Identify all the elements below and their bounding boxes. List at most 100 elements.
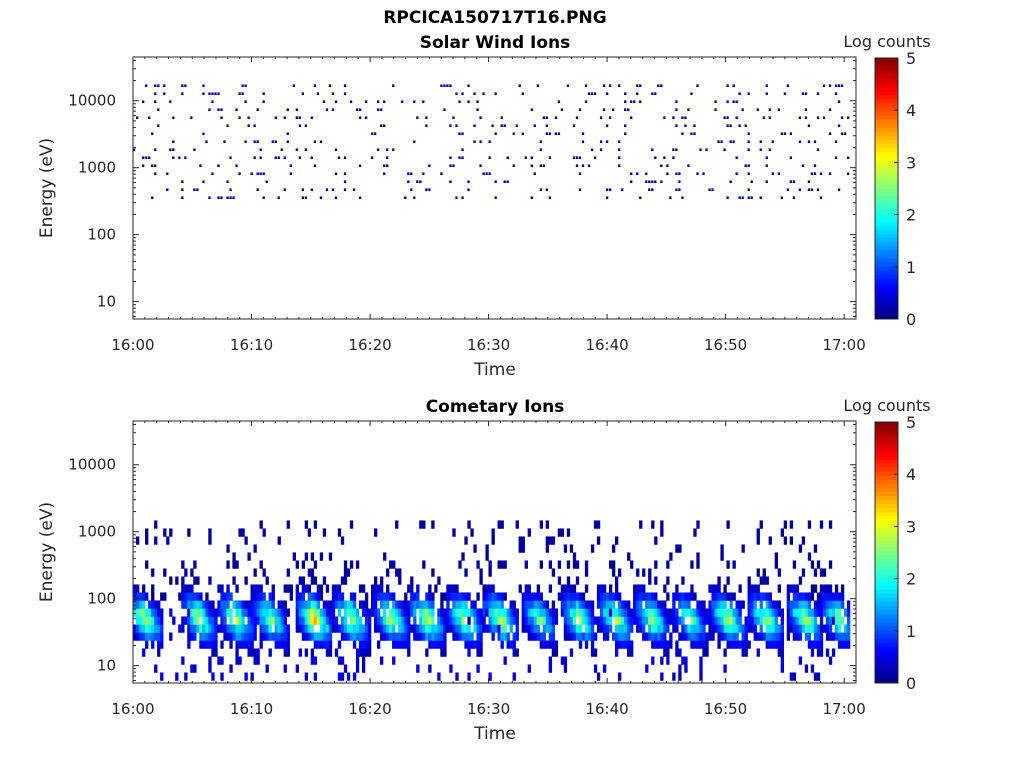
spectrogram-cell [807,188,811,192]
spectrogram-cell [151,568,155,577]
spectrogram-cell [681,608,685,617]
spectrogram-cell [392,608,396,617]
spectrogram-cell [145,536,149,545]
spectrogram-cell [813,568,818,577]
spectrogram-cell [720,552,724,561]
spectrogram-cell [467,616,471,625]
colorbar-segment [875,314,898,320]
spectrogram-cell [813,632,818,641]
spectrogram-cell [693,132,696,136]
spectrogram-cell [304,148,308,152]
spectrogram-cell [286,140,289,144]
spectrogram-cell [578,624,583,633]
spectrogram-cell [708,616,712,625]
colorbar-segment [875,159,898,165]
spectrogram-cell [295,624,299,633]
spectrogram-cell [521,600,525,609]
spectrogram-cell [220,656,224,665]
spectrogram-cell [295,608,299,617]
spectrogram-cell [593,520,598,529]
colorbar-segment [875,666,898,672]
spectrogram-cell [599,116,603,120]
spectrogram-cell [822,624,827,633]
spectrogram-cell [190,584,194,593]
spectrogram-cell [410,584,414,593]
spectrogram-cell [374,624,378,633]
spectrogram-cell [654,616,658,625]
spectrogram-cell [142,592,146,601]
spectrogram-cell [756,608,760,617]
spectrogram-cell [334,592,339,601]
spectrogram-cell [777,608,781,617]
spectrogram-cell [133,632,137,641]
spectrogram-cell [425,592,429,601]
spectrogram-cell [639,196,642,200]
colorbar-segment [875,245,898,251]
spectrogram-cell [461,616,465,625]
spectrogram-cell [527,592,531,601]
spectrogram-cell [657,600,661,609]
spectrogram-cell [455,672,459,681]
spectrogram-cell [747,616,751,625]
spectrogram-cell [636,172,639,176]
spectrogram-cell [298,616,302,625]
spectrogram-cell [759,148,762,152]
spectrogram-cell [136,616,140,625]
spectrogram-cell [816,640,821,649]
spectrogram-cell [651,632,655,641]
spectrogram-cell [690,592,694,601]
spectrogram-cell [678,600,682,609]
spectrogram-cell [660,632,664,641]
spectrogram-cell [804,116,808,120]
spectrogram-cell [699,608,703,617]
spectrogram-cell [663,632,667,641]
spectrogram-cell [720,608,724,617]
spectrogram-cell [283,584,287,593]
spectrogram-cell [599,600,604,609]
spectrogram-cell [807,632,812,641]
colorbar-segment [875,168,898,173]
colorbar-segment [875,458,898,464]
spectrogram-cell [813,164,817,168]
solar-wind-x-ticks: 16:00 16:10 16:20 16:30 16:40 16:50 17:00 [111,57,866,354]
spectrogram-cell [723,600,727,609]
spectrogram-cell [202,640,206,649]
spectrogram-cell [250,632,254,641]
spectrogram-cell [693,616,697,625]
spectrogram-cell [636,568,640,577]
spectrogram-cell [340,592,345,601]
spectrogram-cell [819,196,823,200]
spectrogram-cell [723,148,726,152]
spectrogram-cell [151,616,155,625]
spectrogram-cell [527,624,531,633]
spectrogram-cell [383,600,387,609]
spectrogram-cell [627,616,631,625]
spectrogram-cell [295,560,299,569]
spectrogram-cell [666,624,670,633]
spectrogram-cell [627,640,631,649]
spectrogram-cell [798,544,803,553]
spectrogram-cell [283,600,287,609]
spectrogram-cell [539,148,542,152]
spectrogram-cell [389,624,393,633]
spectrogram-cell [843,608,848,617]
spectrogram-cell [142,156,145,160]
spectrogram-cell [834,632,839,641]
spectrogram-cell [741,196,744,200]
spectrogram-cell [599,624,604,633]
spectrogram-cell [828,132,832,136]
spectrogram-cell [654,92,657,96]
spectrogram-cell [259,616,263,625]
spectrogram-cell [470,640,474,649]
spectrogram-cell [729,640,733,649]
spectrogram-cell [160,640,164,649]
spectrogram-cell [774,552,778,561]
spectrogram-cell [392,600,396,609]
spectrogram-cell [428,600,432,609]
spectrogram-cell [581,608,586,617]
spectrogram-cell [226,196,229,200]
spectrogram-cell [358,196,362,200]
colorbar-segment [875,180,898,185]
spectrogram-cell [618,608,622,617]
spectrogram-cell [834,584,839,593]
